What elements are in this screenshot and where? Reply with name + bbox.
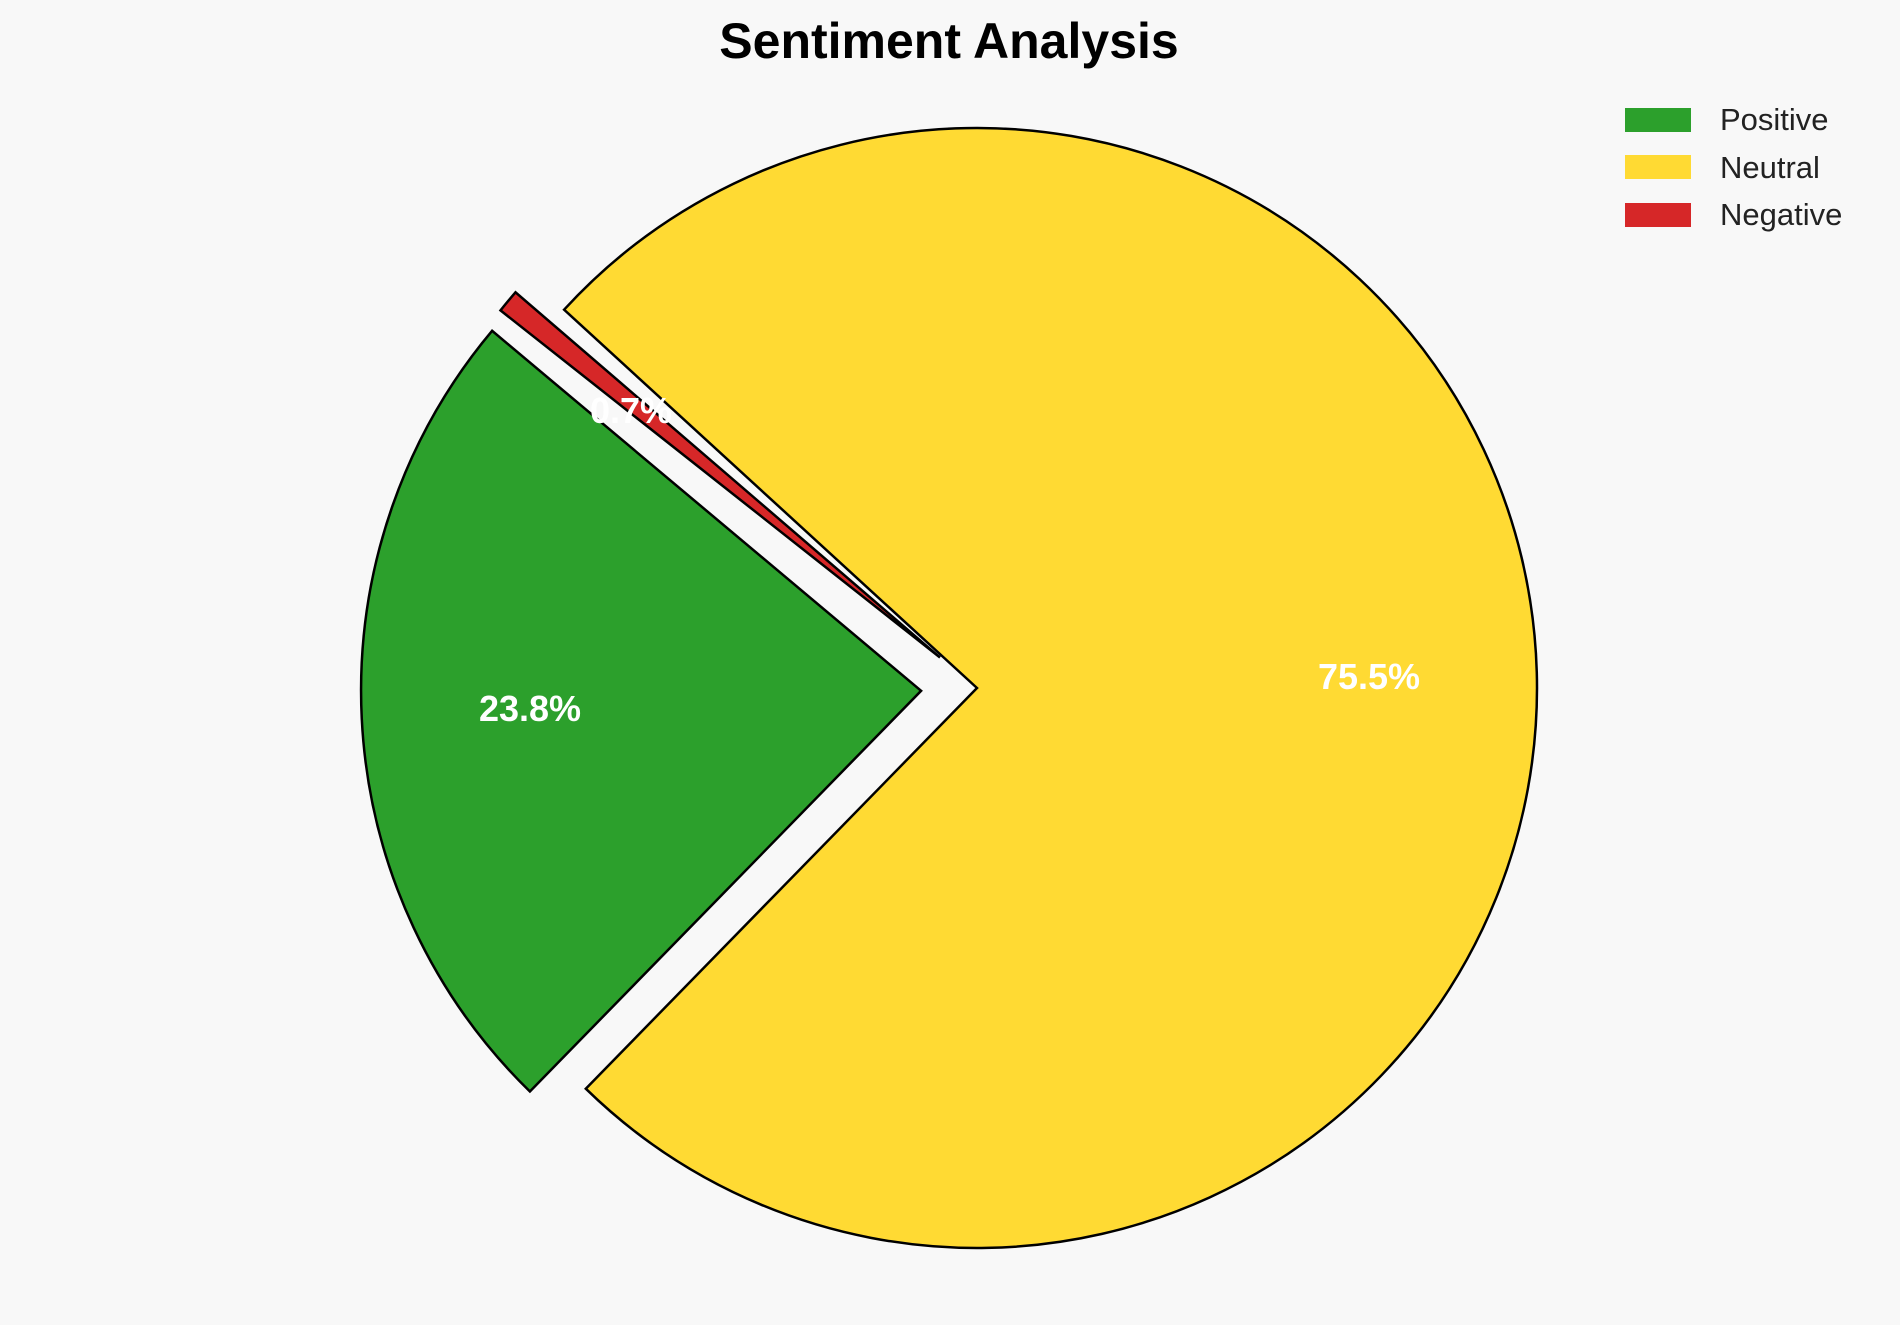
legend-item-positive[interactable]: Positive — [1625, 96, 1842, 144]
slice-label-neutral: 75.5% — [1318, 656, 1420, 697]
legend-swatch-positive — [1625, 107, 1691, 132]
chart-title: Sentiment Analysis — [0, 12, 1900, 70]
legend-swatch-negative — [1625, 202, 1691, 227]
pie-slice-negative[interactable] — [498, 290, 941, 659]
slice-label-negative: 0.7% — [590, 390, 672, 431]
chart-title-text: Sentiment Analysis — [719, 13, 1179, 69]
legend-label-positive: Positive — [1720, 102, 1829, 138]
pie-slice-positive[interactable] — [359, 329, 923, 1094]
slice-label-positive: 23.8% — [479, 688, 581, 729]
legend-label-neutral: Neutral — [1720, 149, 1820, 185]
legend-item-negative[interactable]: Negative — [1625, 191, 1842, 239]
pie-slice-neutral[interactable] — [562, 126, 1539, 1250]
legend-item-neutral[interactable]: Neutral — [1625, 144, 1842, 192]
legend: Positive Neutral Negative — [1625, 96, 1842, 239]
legend-swatch-neutral — [1625, 155, 1691, 180]
legend-label-negative: Negative — [1720, 197, 1843, 233]
